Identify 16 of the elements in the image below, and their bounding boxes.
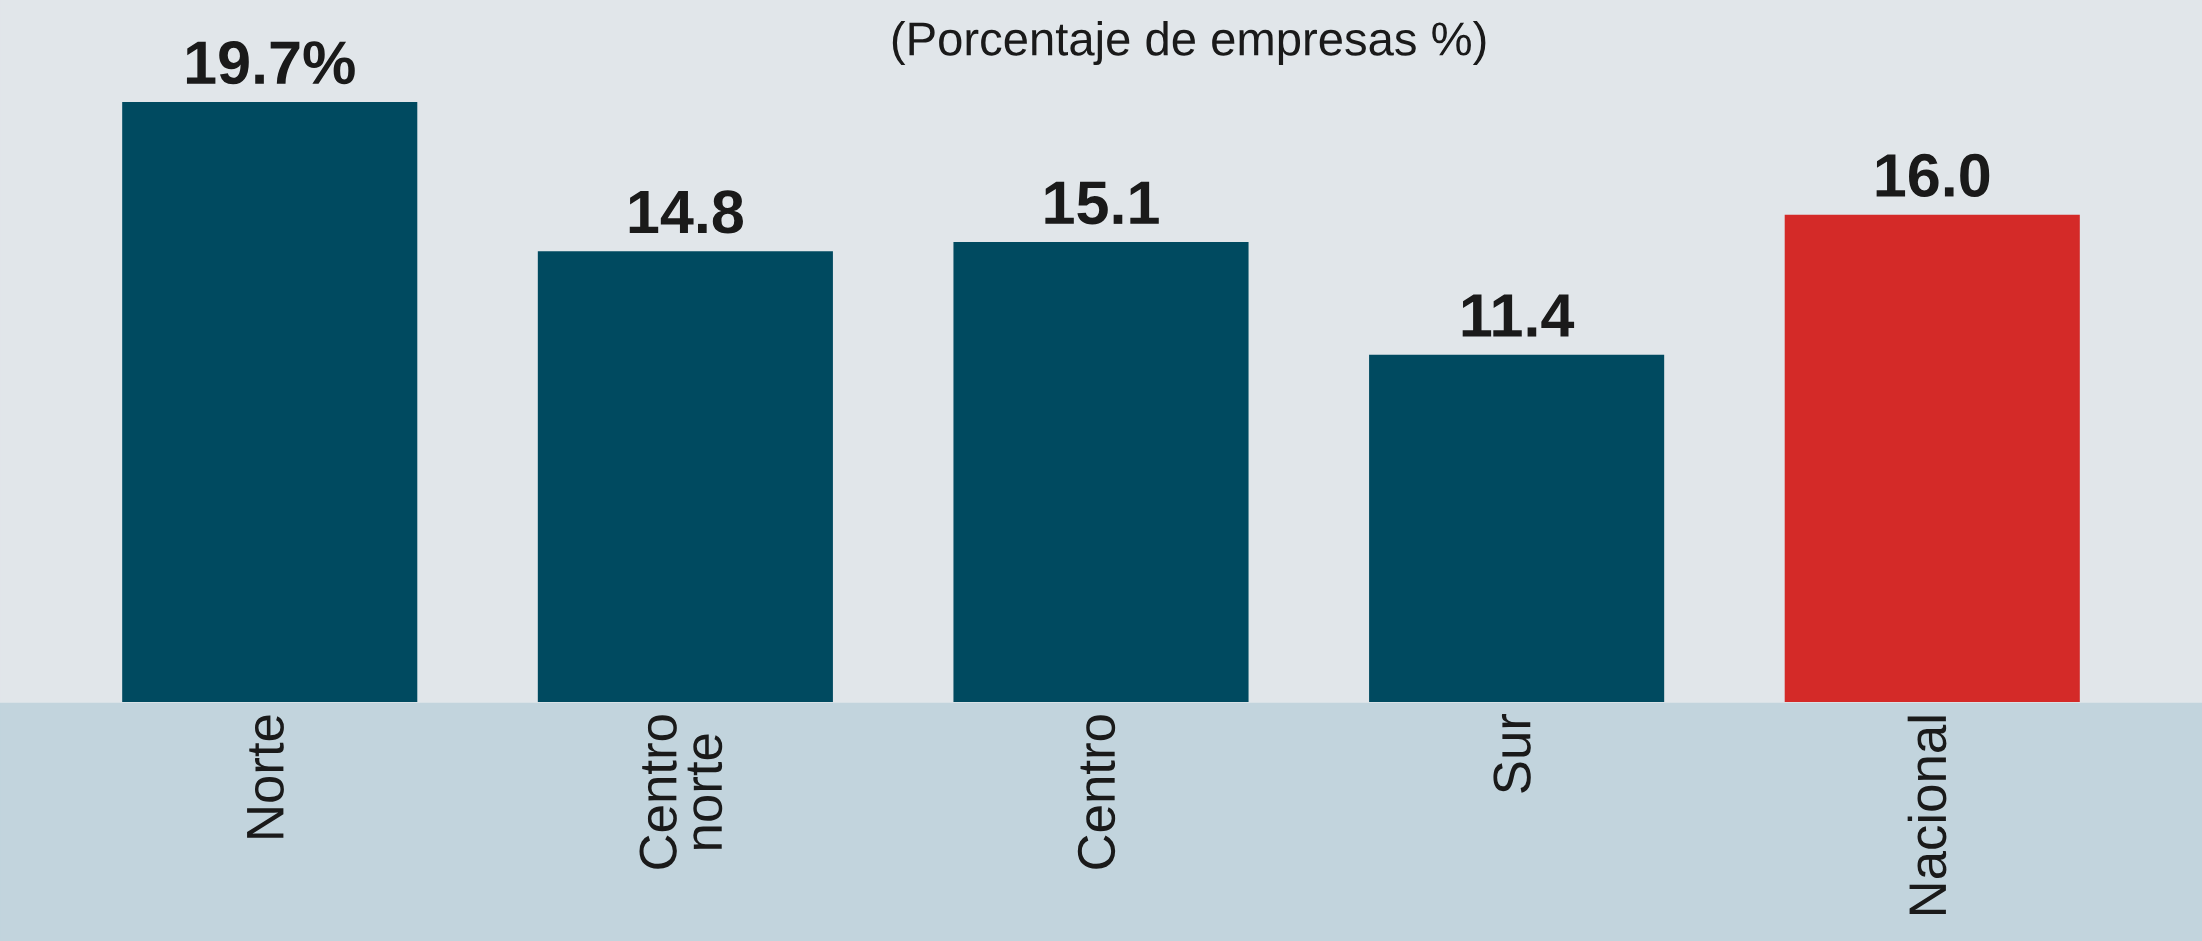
data-label: 19.7% (186, 41, 355, 85)
bar (122, 102, 418, 702)
x-tick-label: Sur (1493, 713, 1531, 793)
x-tick-label: Norte (247, 715, 284, 838)
chart-title: (Porcentaje de empresas %) (892, 21, 1486, 66)
bar (1784, 214, 2080, 702)
data-label: 14.8 (629, 190, 743, 234)
data-label: 16.0 (1876, 153, 1990, 198)
bar (1369, 354, 1665, 702)
bar (953, 242, 1249, 702)
x-tick-label: Nacional (1907, 716, 1947, 915)
data-label: 11.4 (1462, 294, 1575, 337)
data-label: 15.1 (1045, 181, 1159, 225)
x-tick-label: Centro (1077, 715, 1116, 869)
bar (537, 251, 833, 702)
x-tick-label: Centro norte (639, 715, 723, 869)
